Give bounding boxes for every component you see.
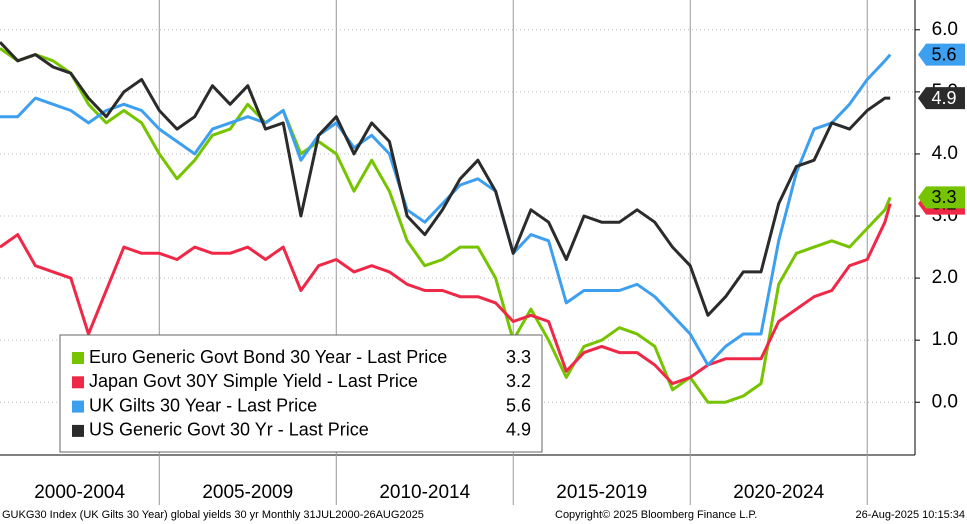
legend-value: 4.9 xyxy=(506,420,531,440)
series-line xyxy=(0,203,892,386)
legend: Euro Generic Govt Bond 30 Year - Last Pr… xyxy=(59,334,543,453)
legend-label: Japan Govt 30Y Simple Yield - Last Price xyxy=(89,371,418,391)
legend-value: 5.6 xyxy=(506,395,531,415)
tag-box xyxy=(918,186,965,209)
tag-box xyxy=(918,87,965,110)
y-tick-label: 1.0 xyxy=(932,329,958,350)
tag-box xyxy=(918,43,965,66)
legend-swatch xyxy=(72,352,84,364)
tag-label: 5.6 xyxy=(931,44,956,64)
y-tick-label: 6.0 xyxy=(932,19,958,40)
legend-label: US Generic Govt 30 Yr - Last Price xyxy=(89,420,369,440)
series-line xyxy=(0,47,892,404)
last-value-tag: 4.9 xyxy=(918,87,965,110)
y-tick-label: 0.0 xyxy=(932,391,958,412)
period-label: 2015-2019 xyxy=(556,482,647,503)
y-tick-label: 2.0 xyxy=(932,267,958,288)
footer-copyright: Copyright© 2025 Bloomberg Finance L.P. xyxy=(555,509,757,521)
period-label: 2000-2004 xyxy=(34,482,125,503)
legend-value: 3.3 xyxy=(506,347,531,367)
legend-label: UK Gilts 30 Year - Last Price xyxy=(89,395,317,415)
series-line xyxy=(0,53,892,367)
tag-label: 3.3 xyxy=(931,187,956,207)
legend-box xyxy=(59,334,543,453)
period-label: 2010-2014 xyxy=(379,482,470,503)
series-line xyxy=(0,41,891,317)
legend-swatch xyxy=(72,400,84,413)
legend-swatch xyxy=(72,424,84,437)
legend-label: Euro Generic Govt Bond 30 Year - Last Pr… xyxy=(89,347,447,367)
period-label: 2020-2024 xyxy=(733,482,824,503)
legend-value: 3.2 xyxy=(506,371,531,391)
legend-swatch xyxy=(72,376,84,389)
footer-source: GUKG30 Index (UK Gilts 30 Year) global y… xyxy=(2,509,424,521)
tag-label: 4.9 xyxy=(931,88,956,108)
footer-date: 26-Aug-2025 10:15:34 xyxy=(856,509,965,521)
last-value-tag: 3.3 xyxy=(918,186,965,209)
last-value-tag: 5.6 xyxy=(918,43,965,66)
period-label: 2005-2009 xyxy=(202,482,293,503)
y-tick-label: 4.0 xyxy=(932,143,958,164)
